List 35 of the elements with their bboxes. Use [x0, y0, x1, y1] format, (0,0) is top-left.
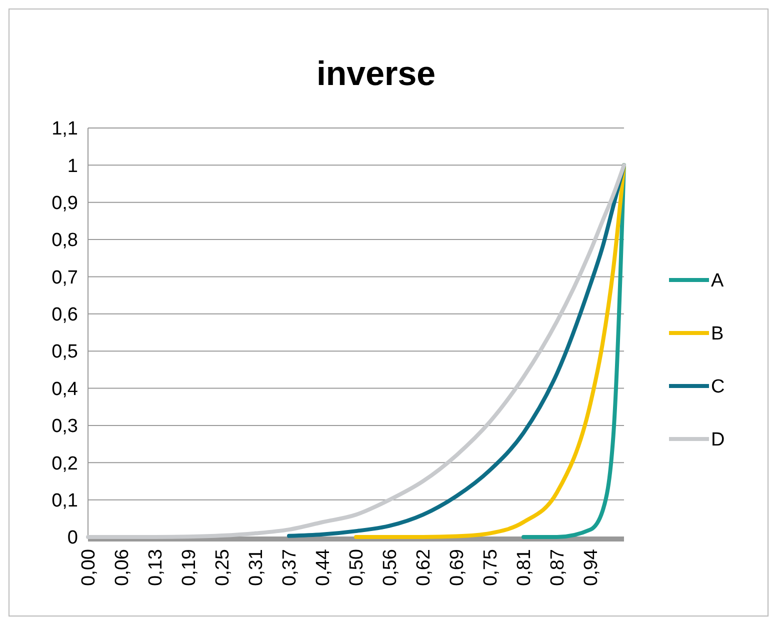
y-tick-label: 0,2 [52, 453, 78, 474]
x-tick-label: 0,56 [380, 549, 402, 586]
x-tick-label: 0,19 [179, 549, 200, 586]
x-tick-label: 0,31 [246, 549, 268, 586]
y-tick-label: 0,7 [52, 267, 78, 288]
x-tick-label: 0,81 [514, 549, 536, 586]
x-tick-label: 0,06 [112, 549, 134, 586]
legend-label: B [711, 324, 724, 345]
legend-label: A [711, 270, 724, 292]
y-tick-label: 1,1 [52, 118, 78, 140]
y-tick-label: 0,5 [52, 342, 78, 363]
line-series [86, 163, 626, 539]
x-tick-label: 0,37 [280, 549, 301, 586]
y-tick-label: 0,3 [52, 416, 78, 438]
x-tick-label: 0,25 [212, 549, 234, 586]
y-tick-label: 0,4 [52, 378, 78, 400]
x-tick-label: 0,44 [313, 548, 334, 586]
x-tick-label: 0,87 [548, 549, 569, 586]
y-tick-label: 0 [67, 528, 78, 549]
x-tick-label: 0,94 [581, 548, 602, 586]
chart-title: inverse [316, 55, 436, 93]
y-tick-label: 0,1 [52, 490, 78, 512]
x-tick-label: 0,62 [414, 549, 435, 586]
legend-label: D [711, 430, 725, 451]
x-tick-label: 0,00 [78, 549, 100, 586]
y-tick-label: 1 [67, 156, 78, 177]
y-tick-label: 0,9 [52, 193, 78, 214]
x-tick-label: 0,69 [447, 549, 468, 586]
y-tick-label: 0,6 [52, 304, 78, 326]
legend-label: C [711, 376, 725, 398]
x-tick-label: 0,50 [346, 549, 368, 586]
line-series [287, 163, 626, 538]
y-tick-label: 0,8 [52, 230, 78, 252]
x-tick-label: 0,13 [146, 549, 167, 586]
x-tick-label: 0,75 [480, 549, 502, 586]
